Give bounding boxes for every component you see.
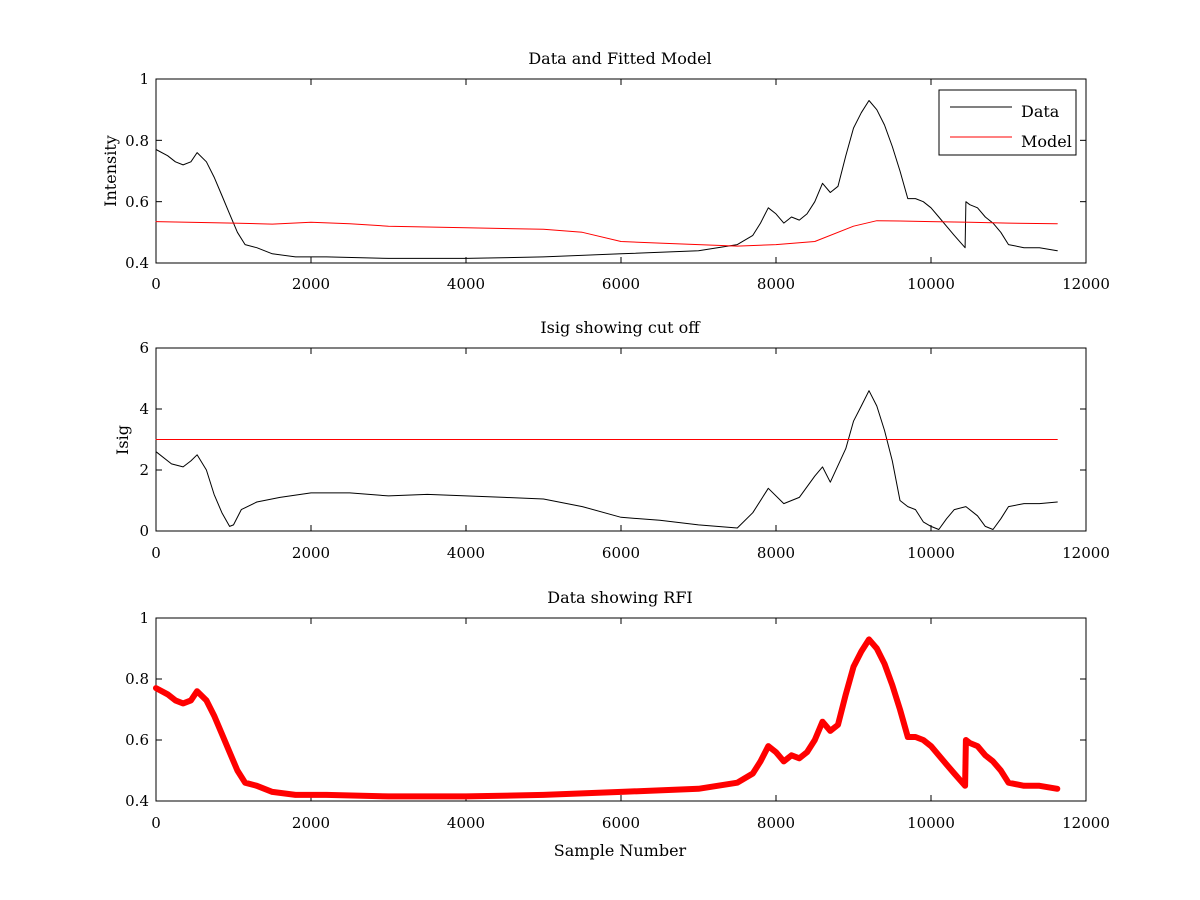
legend: Data Model	[938, 89, 1077, 156]
y-tick-label: 1	[139, 609, 149, 627]
panel-1-title: Data and Fitted Model	[528, 49, 711, 68]
y-tick-label: 6	[139, 339, 149, 357]
x-tick-label: 2000	[292, 814, 330, 832]
y-tick-label: 0.6	[125, 193, 149, 211]
x-tick-label: 4000	[447, 814, 485, 832]
series-line-panel-2-series-1	[155, 390, 1058, 530]
panel-2-y-ticks: 0 2 4 6	[139, 339, 149, 540]
panel-1-ylabel: Intensity	[101, 135, 120, 207]
panel-2-ylabel: Isig	[113, 425, 132, 455]
x-tick-label: 6000	[602, 544, 640, 562]
panel-3-x-ticks: 0 2000 4000 6000 8000 10000 12000	[151, 814, 1110, 832]
x-tick-label: 12000	[1062, 814, 1110, 832]
x-tick-label: 2000	[292, 275, 330, 293]
series-line-model	[155, 220, 1058, 247]
panel-3-xlabel: Sample Number	[554, 841, 687, 860]
panel-1-y-ticks: 0.4 0.6 0.8 1	[125, 70, 149, 272]
x-tick-label: 4000	[447, 544, 485, 562]
y-tick-label: 4	[139, 400, 149, 418]
legend-label-model: Model	[1021, 132, 1072, 151]
y-tick-label: 0.4	[125, 254, 149, 272]
y-tick-label: 1	[139, 70, 149, 88]
panel-3-tick-marks	[155, 617, 1087, 802]
series-line-panel-3-series-1	[153, 636, 1061, 800]
panel-3-series	[153, 636, 1061, 800]
x-tick-label: 6000	[602, 814, 640, 832]
y-tick-label: 0.4	[125, 792, 149, 810]
panel-1-x-ticks: 0 2000 4000 6000 8000 10000 12000	[151, 275, 1110, 293]
panel-3-title: Data showing RFI	[547, 588, 692, 607]
x-tick-label: 0	[151, 814, 161, 832]
y-tick-label: 0.8	[125, 132, 149, 150]
y-tick-label: 2	[139, 461, 149, 479]
x-tick-label: 10000	[907, 544, 955, 562]
panel-data-and-fitted-model: Data and Fitted Model Intensity 0 2000 4…	[101, 49, 1110, 293]
y-tick-label: 0.8	[125, 670, 149, 688]
legend-box	[938, 89, 1077, 156]
panel-1-tick-marks	[155, 78, 1087, 264]
x-tick-label: 10000	[907, 814, 955, 832]
legend-label-data: Data	[1021, 102, 1060, 121]
x-tick-label: 10000	[907, 275, 955, 293]
x-tick-label: 4000	[447, 275, 485, 293]
x-tick-label: 12000	[1062, 275, 1110, 293]
panel-2-series	[155, 390, 1058, 530]
series-line-data	[155, 100, 1058, 259]
panel-2-title: Isig showing cut off	[540, 318, 701, 337]
x-tick-label: 0	[151, 544, 161, 562]
panel-2-x-ticks: 0 2000 4000 6000 8000 10000 12000	[151, 544, 1110, 562]
y-tick-label: 0.6	[125, 731, 149, 749]
panel-3-y-ticks: 0.4 0.6 0.8 1	[125, 609, 149, 810]
panel-data-showing-rfi: Data showing RFI 0 2000 4000 6000 8000 1…	[125, 588, 1110, 860]
panel-1-series	[155, 100, 1058, 259]
x-tick-label: 8000	[757, 544, 795, 562]
y-tick-label: 0	[139, 522, 149, 540]
x-tick-label: 0	[151, 275, 161, 293]
x-tick-label: 12000	[1062, 544, 1110, 562]
panel-isig-showing-cut-off: Isig showing cut off Isig 0 2000 4000 60…	[113, 318, 1110, 562]
x-tick-label: 6000	[602, 275, 640, 293]
x-tick-label: 2000	[292, 544, 330, 562]
x-tick-label: 8000	[757, 814, 795, 832]
x-tick-label: 8000	[757, 275, 795, 293]
